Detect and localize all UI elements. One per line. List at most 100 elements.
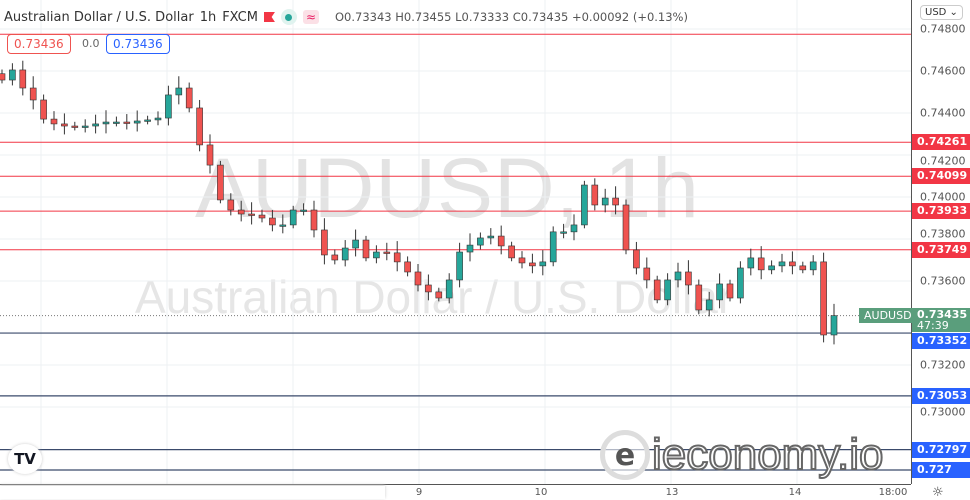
candle-body	[227, 199, 235, 211]
candle-body	[9, 69, 16, 81]
wave-icon: ≈	[302, 10, 319, 24]
candle-body	[591, 184, 599, 206]
candle-body	[331, 254, 339, 261]
candlestick-chart[interactable]	[0, 0, 911, 484]
candle-body	[809, 261, 817, 271]
candle-body	[747, 257, 755, 269]
candle-body	[529, 262, 536, 267]
candle-body	[497, 235, 505, 247]
candle-body	[799, 265, 807, 271]
price-tick: 0.74600	[920, 64, 966, 78]
buy-button[interactable]: 0.73436	[106, 34, 170, 54]
time-tick: 13	[665, 487, 679, 498]
candle-body	[560, 231, 567, 234]
price-tick: 0.73800	[920, 227, 966, 241]
current-price-label: 0.73435 47:39	[912, 307, 970, 332]
candle-body	[29, 87, 37, 101]
candle-body	[425, 284, 432, 293]
candle-body	[435, 291, 443, 299]
candle-body	[123, 121, 131, 124]
candle-body	[622, 204, 630, 251]
candle-body	[653, 279, 661, 301]
interval[interactable]: 1h	[199, 9, 217, 25]
bar-countdown: 47:39	[917, 318, 949, 332]
candle-body	[269, 217, 276, 226]
logo-text: ieconomy.io	[651, 429, 885, 480]
source: FXCM	[222, 9, 258, 25]
price-tick: 0.73600	[920, 274, 966, 288]
candle-body	[674, 271, 682, 281]
ieconomy-logo: e ieconomy.io	[600, 429, 885, 480]
candle-body	[445, 279, 453, 299]
candle-body	[0, 73, 6, 81]
candle-body	[456, 251, 463, 281]
candle-body	[102, 121, 110, 125]
bottom-panel	[0, 486, 385, 499]
sell-button[interactable]: 0.73436	[7, 34, 71, 54]
time-tick: 10	[534, 487, 548, 498]
candle-body	[487, 235, 495, 239]
candle-body	[258, 214, 266, 219]
watermark-symbol: AUDUSD, 1h	[195, 141, 700, 235]
candle-body	[81, 125, 89, 128]
candle-body	[113, 121, 120, 124]
candle-body	[154, 117, 162, 121]
candle-body	[321, 229, 328, 256]
candle-body	[820, 261, 827, 336]
candle-body	[393, 252, 401, 263]
currency-select[interactable]: USD ⌄	[920, 5, 963, 20]
watermark-description: Australian Dollar / U.S. Dollar	[135, 271, 734, 323]
candle-body	[237, 209, 245, 215]
ohlc-values: O0.73343 H0.73455 L0.73333 C0.73435 +0.0…	[335, 10, 688, 24]
spread: 0.0	[82, 37, 100, 50]
candle-body	[518, 257, 526, 264]
candle-body	[40, 99, 47, 120]
market-open-icon	[280, 9, 297, 25]
candle-body	[185, 87, 193, 109]
candle-body	[789, 261, 796, 267]
candle-body	[549, 231, 557, 263]
candle-body	[289, 209, 297, 226]
candle-body	[144, 119, 151, 122]
candle-body	[71, 125, 79, 128]
candle-body	[206, 144, 214, 166]
candle-body	[414, 271, 422, 286]
candle-body	[601, 197, 609, 206]
candle-body	[404, 261, 411, 273]
candle-body	[768, 265, 775, 271]
price-tick: 0.74400	[920, 106, 966, 120]
candle-body	[92, 123, 99, 127]
candle-body	[248, 213, 255, 216]
candle-body	[383, 251, 391, 254]
support-label: 0.727	[912, 462, 970, 478]
tradingview-logo[interactable]: TV	[8, 444, 42, 474]
candle-body	[373, 251, 380, 259]
flag-icon[interactable]	[263, 12, 275, 22]
candle-body	[633, 249, 640, 269]
tv-logo-text: TV	[14, 450, 36, 468]
resistance-label: 0.74261	[912, 134, 970, 151]
price-tick: 0.74200	[920, 154, 966, 168]
candle-body	[830, 315, 838, 336]
candle-body	[352, 239, 359, 249]
candle-body	[716, 283, 723, 301]
price-axis[interactable]: USD ⌄ 0.74800 0.74600 0.74400 0.74200 0.7400…	[911, 0, 970, 484]
candle-body	[695, 284, 703, 311]
candle-body	[539, 261, 547, 267]
candle-body	[685, 271, 692, 286]
time-tick: 18:00	[878, 487, 908, 498]
settings-icon[interactable]: ☼	[932, 485, 944, 500]
candle-body	[466, 244, 474, 253]
candle-body	[737, 267, 744, 299]
candle-body	[362, 239, 370, 259]
candle-body	[61, 123, 68, 127]
symbol-legend: Australian Dollar / U.S. Dollar 1h FXCM …	[4, 9, 688, 25]
symbol-title[interactable]: Australian Dollar / U.S. Dollar	[4, 9, 194, 25]
time-axis[interactable]: 9 10 13 14 18:00	[0, 484, 911, 499]
chart-pane[interactable]: AUDUSD, 1h Australian Dollar / U.S. Doll…	[0, 0, 911, 484]
candle-body	[175, 87, 183, 96]
candle-body	[477, 237, 484, 246]
candle-body	[310, 209, 318, 231]
candle-body	[300, 209, 307, 212]
symbol-price-tag: AUDUSD	[859, 307, 917, 323]
